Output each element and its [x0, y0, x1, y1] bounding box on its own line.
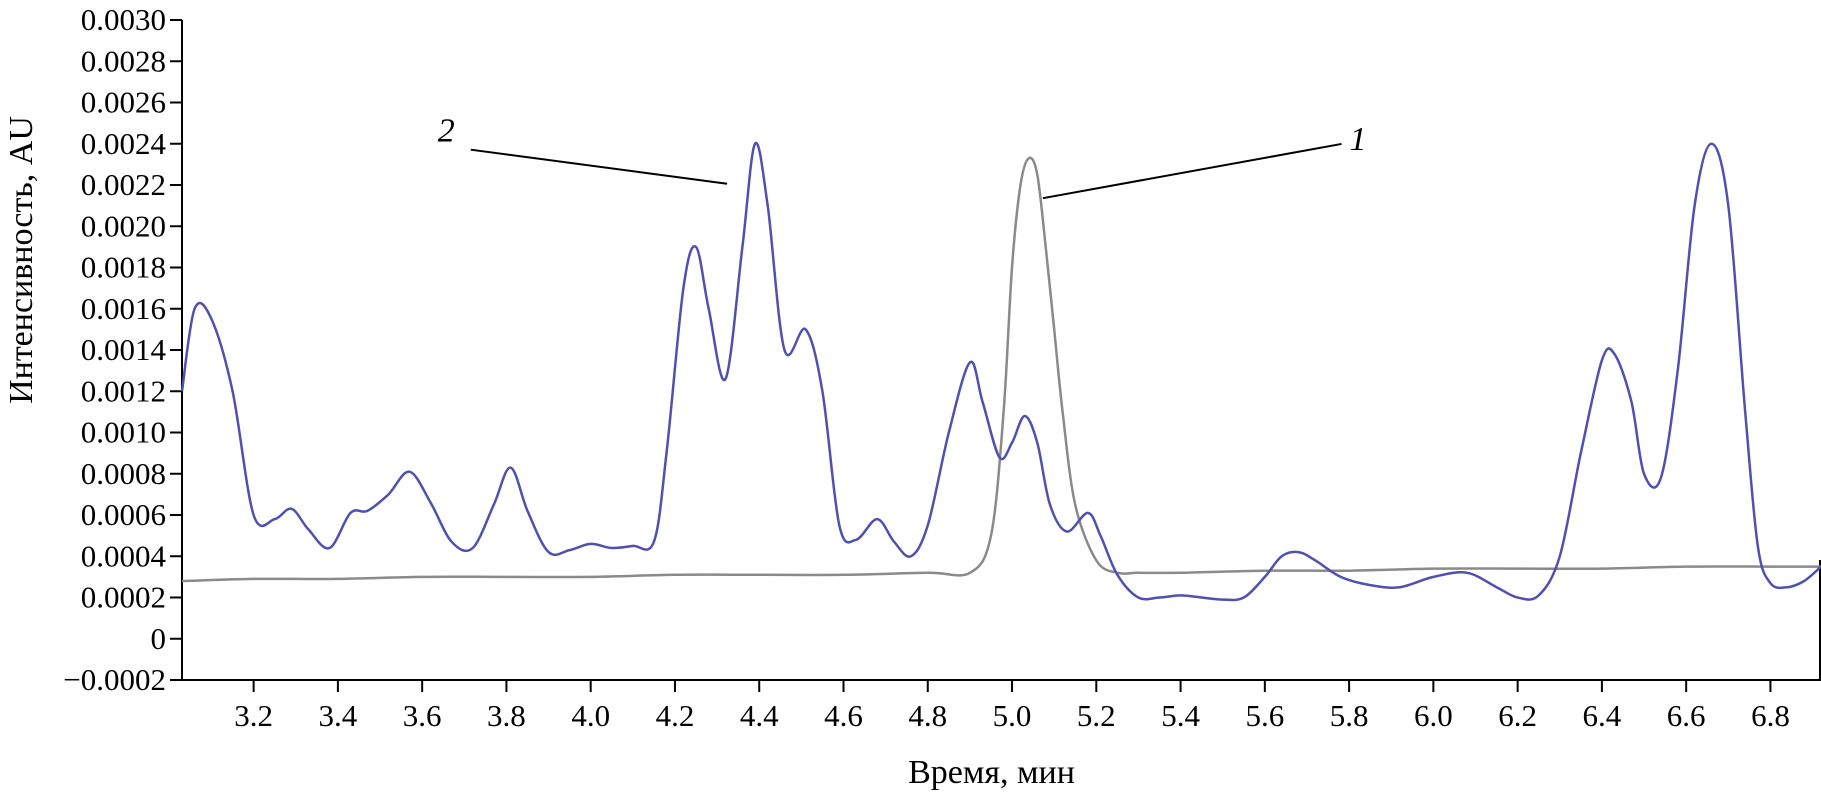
- y-tick-label: 0.0026: [81, 85, 166, 120]
- series-label-1: 1: [1350, 121, 1367, 158]
- x-tick-label: 6.2: [1498, 698, 1537, 733]
- annotation-leader-line: [1042, 142, 1342, 200]
- y-tick-label: 0.0014: [81, 332, 167, 367]
- y-axis-title: Интенсивность, AU: [3, 116, 40, 404]
- x-tick-label: 4.6: [824, 698, 863, 733]
- x-tick-label: 6.4: [1583, 698, 1622, 733]
- y-tick-label: 0.0004: [81, 538, 167, 573]
- y-tick-label: 0.0028: [81, 43, 166, 78]
- y-tick-label: −0.0002: [63, 662, 166, 697]
- series-layer: [180, 141, 1821, 602]
- annotation-leader-line: [470, 148, 728, 185]
- x-tick-label: 3.4: [319, 698, 358, 733]
- y-tick-label: 0.0022: [81, 167, 166, 202]
- y-tick-label: 0.0010: [81, 415, 166, 450]
- x-tick-label: 6.8: [1751, 698, 1790, 733]
- y-tick-label: 0.0012: [81, 373, 166, 408]
- x-tick-label: 5.2: [1077, 698, 1116, 733]
- y-tick-label: 0.0024: [81, 126, 167, 161]
- series-line-1: [181, 156, 1821, 583]
- x-tick-label: 4.0: [571, 698, 610, 733]
- x-tick-label: 5.4: [1161, 698, 1200, 733]
- series-label-2: 2: [438, 113, 455, 150]
- x-tick-label: 4.4: [740, 698, 779, 733]
- x-tick-label: 6.6: [1667, 698, 1706, 733]
- x-tick-label: 5.6: [1245, 698, 1284, 733]
- axes: [181, 20, 1821, 681]
- y-tick-label: 0.0006: [81, 497, 166, 532]
- y-tick-label: 0.0016: [81, 291, 166, 326]
- x-axis-ticks: 3.2 3.4 3.6 3.8 4.0 4.2 4.4 4.6 4.8 5.0 5.2 5.4 5.6 5…: [234, 680, 1790, 733]
- y-tick-label: 0.0008: [81, 456, 166, 491]
- x-tick-label: 5.0: [993, 698, 1032, 733]
- y-tick-label: 0.0030: [81, 2, 166, 37]
- y-axis-ticks: −0.0002 0 0.0002 0.0004 0.0006 0.0008 0.0010 0.…: [63, 2, 182, 697]
- x-tick-label: 3.2: [234, 698, 273, 733]
- x-tick-label: 3.8: [487, 698, 526, 733]
- x-tick-label: 6.0: [1414, 698, 1453, 733]
- y-tick-label: 0.0020: [81, 208, 166, 243]
- series-line-2: [180, 141, 1821, 602]
- y-tick-label: 0.0002: [81, 580, 166, 615]
- x-tick-label: 4.8: [908, 698, 947, 733]
- y-tick-label: 0.0018: [81, 250, 166, 285]
- x-axis-title: Время, мин: [908, 754, 1075, 791]
- x-tick-label: 4.2: [656, 698, 695, 733]
- x-tick-label: 5.8: [1330, 698, 1369, 733]
- y-tick-label: 0: [151, 621, 167, 656]
- x-tick-label: 3.6: [403, 698, 442, 733]
